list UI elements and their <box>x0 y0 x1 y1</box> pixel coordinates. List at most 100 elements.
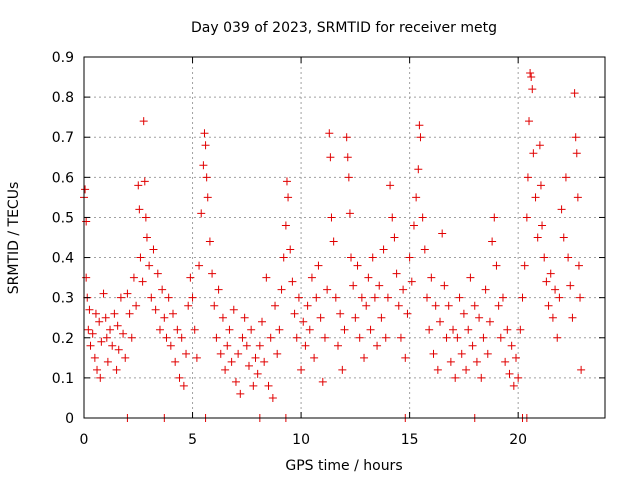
data-point <box>210 301 219 310</box>
data-point <box>528 85 537 94</box>
data-point <box>153 269 162 278</box>
data-point <box>91 309 100 318</box>
data-point <box>347 253 356 262</box>
data-point <box>96 373 105 382</box>
data-point <box>351 313 360 322</box>
data-point <box>262 273 271 282</box>
data-point <box>271 301 280 310</box>
data-point <box>386 181 395 190</box>
data-point <box>544 301 553 310</box>
data-point <box>349 281 358 290</box>
data-point <box>572 149 581 158</box>
data-point <box>139 117 148 126</box>
data-point <box>477 373 486 382</box>
data-point <box>284 193 293 202</box>
data-point <box>113 321 122 330</box>
data-point <box>538 221 547 230</box>
data-point <box>470 301 479 310</box>
data-point <box>188 293 197 302</box>
data-point <box>548 313 557 322</box>
data-point <box>533 233 542 242</box>
data-point <box>577 365 586 374</box>
data-point <box>102 333 111 342</box>
data-point <box>327 213 336 222</box>
data-point <box>99 289 108 298</box>
data-point <box>160 313 169 322</box>
data-point <box>449 325 458 334</box>
data-point <box>540 253 549 262</box>
data-point <box>88 329 97 338</box>
data-point <box>412 193 421 202</box>
data-point <box>407 277 416 286</box>
data-point <box>546 269 555 278</box>
data-point <box>353 261 362 270</box>
data-point <box>292 333 301 342</box>
data-point <box>375 281 384 290</box>
data-point <box>202 173 211 182</box>
data-point <box>90 353 99 362</box>
data-point <box>503 325 512 334</box>
data-point <box>125 309 134 318</box>
data-point <box>134 181 143 190</box>
data-point <box>227 357 236 366</box>
data-point <box>459 309 468 318</box>
data-point <box>481 285 490 294</box>
data-point <box>551 285 560 294</box>
data-point <box>229 305 238 314</box>
data-point <box>438 229 447 238</box>
data-point <box>557 205 566 214</box>
data-point <box>338 365 347 374</box>
data-point <box>294 293 303 302</box>
data-point <box>576 293 585 302</box>
data-point <box>299 317 308 326</box>
data-point <box>190 325 199 334</box>
data-point <box>264 381 273 390</box>
data-point <box>520 261 529 270</box>
data-point <box>492 261 501 270</box>
data-point <box>85 305 94 314</box>
data-point <box>383 293 392 302</box>
data-point <box>483 349 492 358</box>
data-point <box>342 133 351 142</box>
data-point <box>446 357 455 366</box>
data-point <box>318 377 327 386</box>
data-point <box>223 341 232 350</box>
data-point <box>329 237 338 246</box>
data-point <box>357 293 366 302</box>
data-point <box>331 293 340 302</box>
data-point <box>566 281 575 290</box>
data-point <box>138 277 147 286</box>
data-point <box>433 365 442 374</box>
data-point <box>457 349 466 358</box>
data-point <box>273 349 282 358</box>
data-point <box>559 233 568 242</box>
data-point <box>247 325 256 334</box>
data-point <box>490 213 499 222</box>
data-point <box>201 141 210 150</box>
y-tick-label: 0.2 <box>52 331 74 347</box>
data-point <box>103 357 112 366</box>
data-point <box>184 301 193 310</box>
data-point <box>401 353 410 362</box>
data-point <box>203 193 212 202</box>
data-point <box>135 205 144 214</box>
data-point <box>158 285 167 294</box>
x-tick-label: 15 <box>401 432 419 448</box>
data-point <box>312 293 321 302</box>
data-point <box>310 353 319 362</box>
data-point <box>568 313 577 322</box>
data-point <box>275 325 284 334</box>
data-point <box>200 129 209 138</box>
data-point <box>525 117 534 126</box>
x-axis-label: GPS time / hours <box>285 458 402 474</box>
data-point <box>277 285 286 294</box>
data-point <box>175 373 184 382</box>
data-point <box>475 313 484 322</box>
data-point <box>114 345 123 354</box>
y-tick-label: 0.9 <box>52 50 74 66</box>
data-point <box>535 141 544 150</box>
data-point <box>281 221 290 230</box>
y-tick-label: 0.7 <box>52 130 74 146</box>
data-point <box>218 313 227 322</box>
data-point <box>182 349 191 358</box>
